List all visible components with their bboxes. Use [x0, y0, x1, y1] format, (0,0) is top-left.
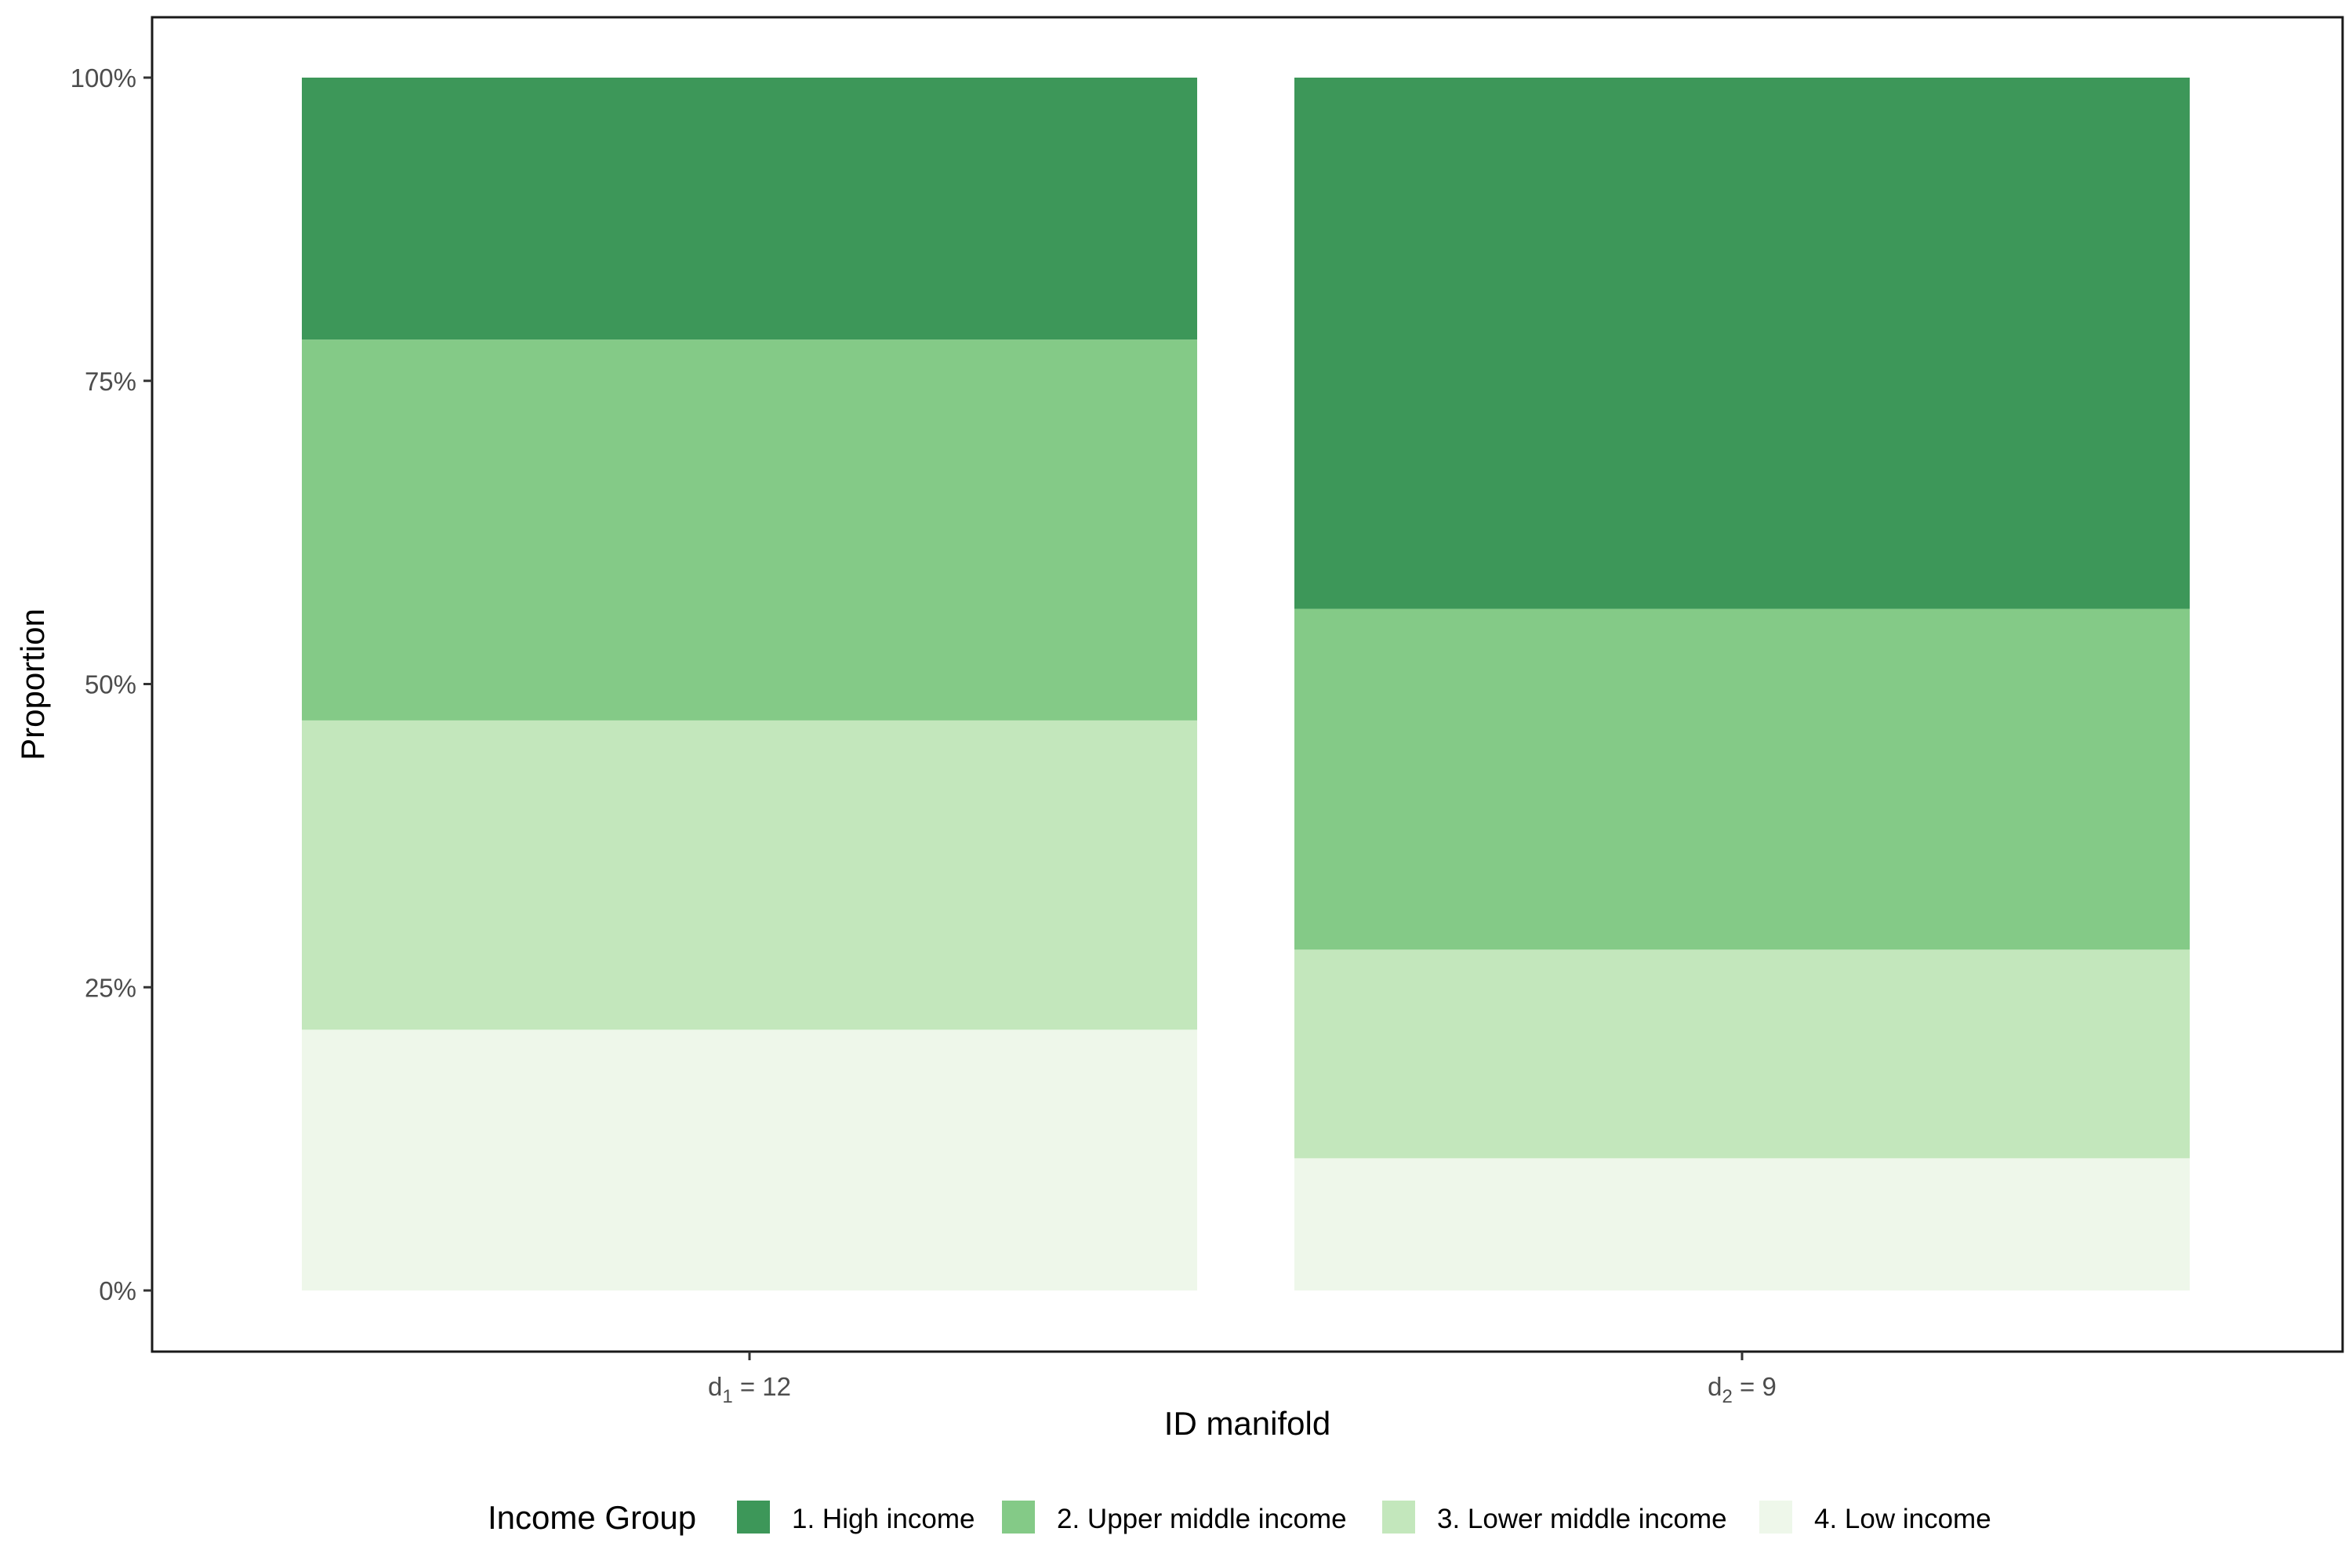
bar-segment-2-series-1 — [1294, 78, 2190, 609]
legend-key-3 — [1382, 1501, 1415, 1534]
y-tick-label: 25% — [85, 973, 136, 1002]
legend-label-4: 4. Low income — [1814, 1504, 1991, 1534]
x-axis: d1 = 12 d2 = 9 — [708, 1352, 1777, 1407]
legend-title: Income Group — [488, 1499, 696, 1536]
bar-segment-2-series-2 — [1294, 608, 2190, 950]
y-axis: 0% 25% 50% 75% 100% — [71, 64, 152, 1305]
bars-layer — [302, 78, 2190, 1290]
y-tick-label: 75% — [85, 367, 136, 396]
bar-segment-1-series-2 — [302, 339, 1197, 720]
bar-segment-1-series-3 — [302, 720, 1197, 1030]
x-tick-label: d2 = 9 — [1708, 1372, 1777, 1407]
legend-key-1 — [737, 1501, 770, 1534]
bar-segment-2-series-3 — [1294, 949, 2190, 1159]
legend-label-1: 1. High income — [792, 1504, 975, 1534]
legend-key-4 — [1759, 1501, 1792, 1534]
x-tick-label: d1 = 12 — [708, 1372, 791, 1407]
bar-segment-1-series-1 — [302, 78, 1197, 340]
x-axis-title: ID manifold — [1164, 1405, 1330, 1442]
legend-label-3: 3. Lower middle income — [1437, 1504, 1727, 1534]
y-axis-title: Proportion — [14, 608, 51, 760]
legend-key-2 — [1002, 1501, 1035, 1534]
bar-segment-2-series-4 — [1294, 1158, 2190, 1290]
y-tick-label: 100% — [71, 64, 136, 93]
bar-segment-1-series-4 — [302, 1029, 1197, 1290]
y-tick-label: 50% — [85, 670, 136, 699]
legend: Income Group 1. High income 2. Upper midd… — [488, 1499, 1991, 1536]
legend-label-2: 2. Upper middle income — [1057, 1504, 1347, 1534]
y-tick-label: 0% — [99, 1276, 136, 1305]
